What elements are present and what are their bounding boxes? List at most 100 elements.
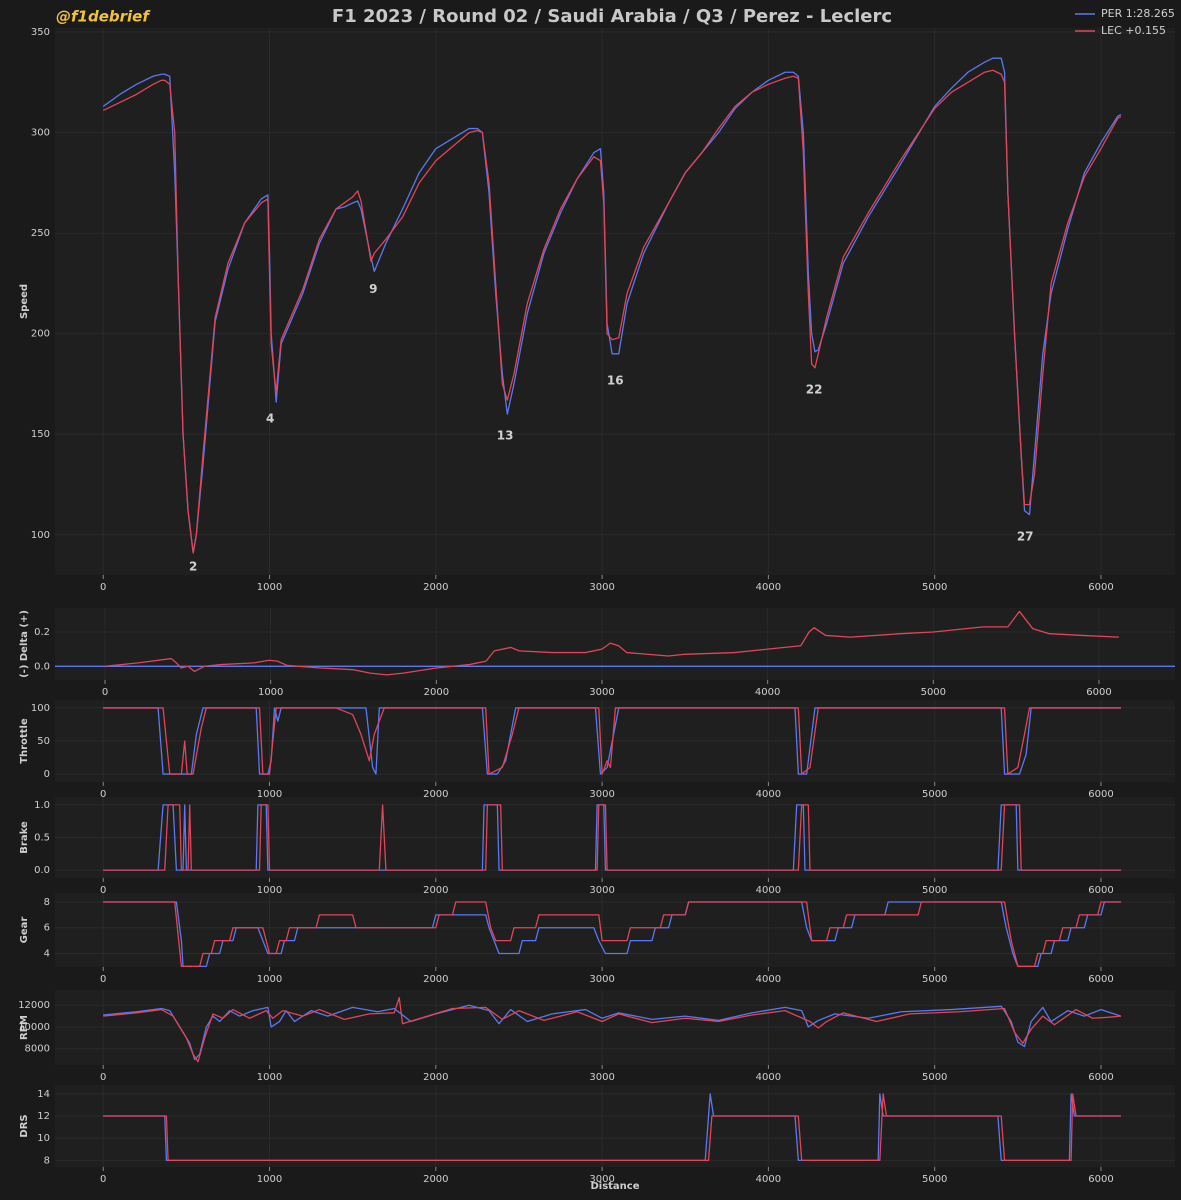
series-line [103,996,1122,1063]
x-tick-label: 5000 [922,1174,947,1185]
y-tick-label: 0.2 [34,627,50,638]
series-line [103,804,1121,871]
handle: @f1debrief [56,8,151,26]
x-tick-label: 5000 [922,582,947,593]
x-tick-label: 3000 [589,1174,614,1185]
y-tick-label: 350 [31,27,50,38]
plot-area [55,1085,1175,1167]
corner-label: 16 [607,373,624,387]
x-tick-label: 4000 [756,582,781,593]
y-tick-label: 200 [31,329,50,340]
x-axis-label: Distance [590,1181,639,1192]
x-tick-label: 4000 [756,1072,781,1083]
x-tick-label: 3000 [589,974,614,985]
corner-label: 27 [1017,529,1034,543]
x-tick-label: 6000 [1088,1072,1113,1083]
y-tick-label: 8000 [25,1044,50,1055]
y-tick-label: 12000 [18,1000,50,1011]
x-tick-label: 3000 [589,789,614,800]
y-axis-label: DRS [19,1114,30,1137]
x-tick-label: 4000 [755,687,780,698]
y-tick-label: 1.0 [34,800,50,811]
series-line [102,69,1122,554]
x-tick-label: 0 [100,974,106,985]
x-tick-label: 0 [100,1072,106,1083]
x-tick-label: 2000 [423,1072,448,1083]
x-tick-label: 3000 [589,885,614,896]
x-tick-label: 1000 [257,1174,282,1185]
series-line [104,610,1119,676]
x-tick-label: 2000 [423,582,448,593]
plot-area [55,28,1175,575]
y-axis-label: Gear [19,917,30,944]
series-line [103,707,1121,775]
y-axis-label: Throttle [19,718,30,764]
y-tick-label: 0.5 [34,833,50,844]
corner-label: 13 [497,429,514,443]
x-tick-label: 3000 [589,582,614,593]
x-tick-label: 0 [100,1174,106,1185]
y-tick-label: 0.0 [34,661,50,672]
corner-label: 22 [806,382,823,396]
x-tick-label: 6000 [1086,687,1111,698]
y-tick-label: 100 [31,703,50,714]
legend-label: PER 1:28.265 [1101,7,1175,20]
x-tick-label: 0 [100,885,106,896]
y-tick-label: 50 [37,736,50,747]
x-tick-label: 0 [100,789,106,800]
y-tick-label: 12 [37,1111,50,1122]
y-tick-label: 8 [44,897,50,908]
y-tick-label: 0 [44,769,50,780]
x-tick-label: 1000 [257,974,282,985]
x-tick-label: 1000 [257,789,282,800]
y-axis-label: RPM [19,1015,30,1040]
x-tick-label: 6000 [1088,885,1113,896]
series-line [103,1093,1121,1161]
x-tick-label: 5000 [922,1072,947,1083]
x-tick-label: 1000 [258,687,283,698]
x-tick-label: 3000 [589,687,614,698]
plot-area [55,893,1175,967]
x-tick-label: 2000 [423,974,448,985]
y-tick-label: 14 [37,1089,50,1100]
plot-area [55,990,1175,1065]
y-tick-label: 8 [44,1155,50,1166]
x-tick-label: 4000 [756,1174,781,1185]
y-tick-label: 100 [31,530,50,541]
x-tick-label: 0 [102,687,108,698]
y-tick-label: 6 [44,923,50,934]
y-tick-label: 250 [31,228,50,239]
x-tick-label: 3000 [589,1072,614,1083]
x-tick-label: 5000 [922,974,947,985]
x-tick-label: 1000 [257,582,282,593]
x-tick-label: 2000 [424,687,449,698]
x-tick-label: 4000 [756,789,781,800]
x-tick-label: 2000 [423,789,448,800]
series-line [103,901,1121,968]
chart-title: F1 2023 / Round 02 / Saudi Arabia / Q3 /… [332,6,892,27]
x-tick-label: 5000 [922,885,947,896]
x-tick-label: 5000 [922,789,947,800]
corner-label: 2 [189,559,197,573]
x-tick-label: 4000 [756,974,781,985]
y-axis-label: Brake [19,821,30,854]
x-tick-label: 0 [100,582,106,593]
y-tick-label: 150 [31,429,50,440]
x-tick-label: 2000 [423,885,448,896]
y-tick-label: 10000 [18,1022,50,1033]
y-axis-label: Speed [19,284,30,319]
y-axis-label: (-) Delta (+) [19,610,30,678]
x-tick-label: 1000 [257,885,282,896]
x-tick-label: 6000 [1088,789,1113,800]
x-tick-label: 6000 [1088,582,1113,593]
x-tick-label: 5000 [921,687,946,698]
legend-label: LEC +0.155 [1101,24,1166,37]
x-tick-label: 6000 [1088,1174,1113,1185]
y-tick-label: 10 [37,1133,50,1144]
x-tick-label: 2000 [423,1174,448,1185]
y-tick-label: 300 [31,128,50,139]
y-tick-label: 0.0 [34,865,50,876]
corner-label: 9 [369,282,377,296]
x-tick-label: 6000 [1088,974,1113,985]
